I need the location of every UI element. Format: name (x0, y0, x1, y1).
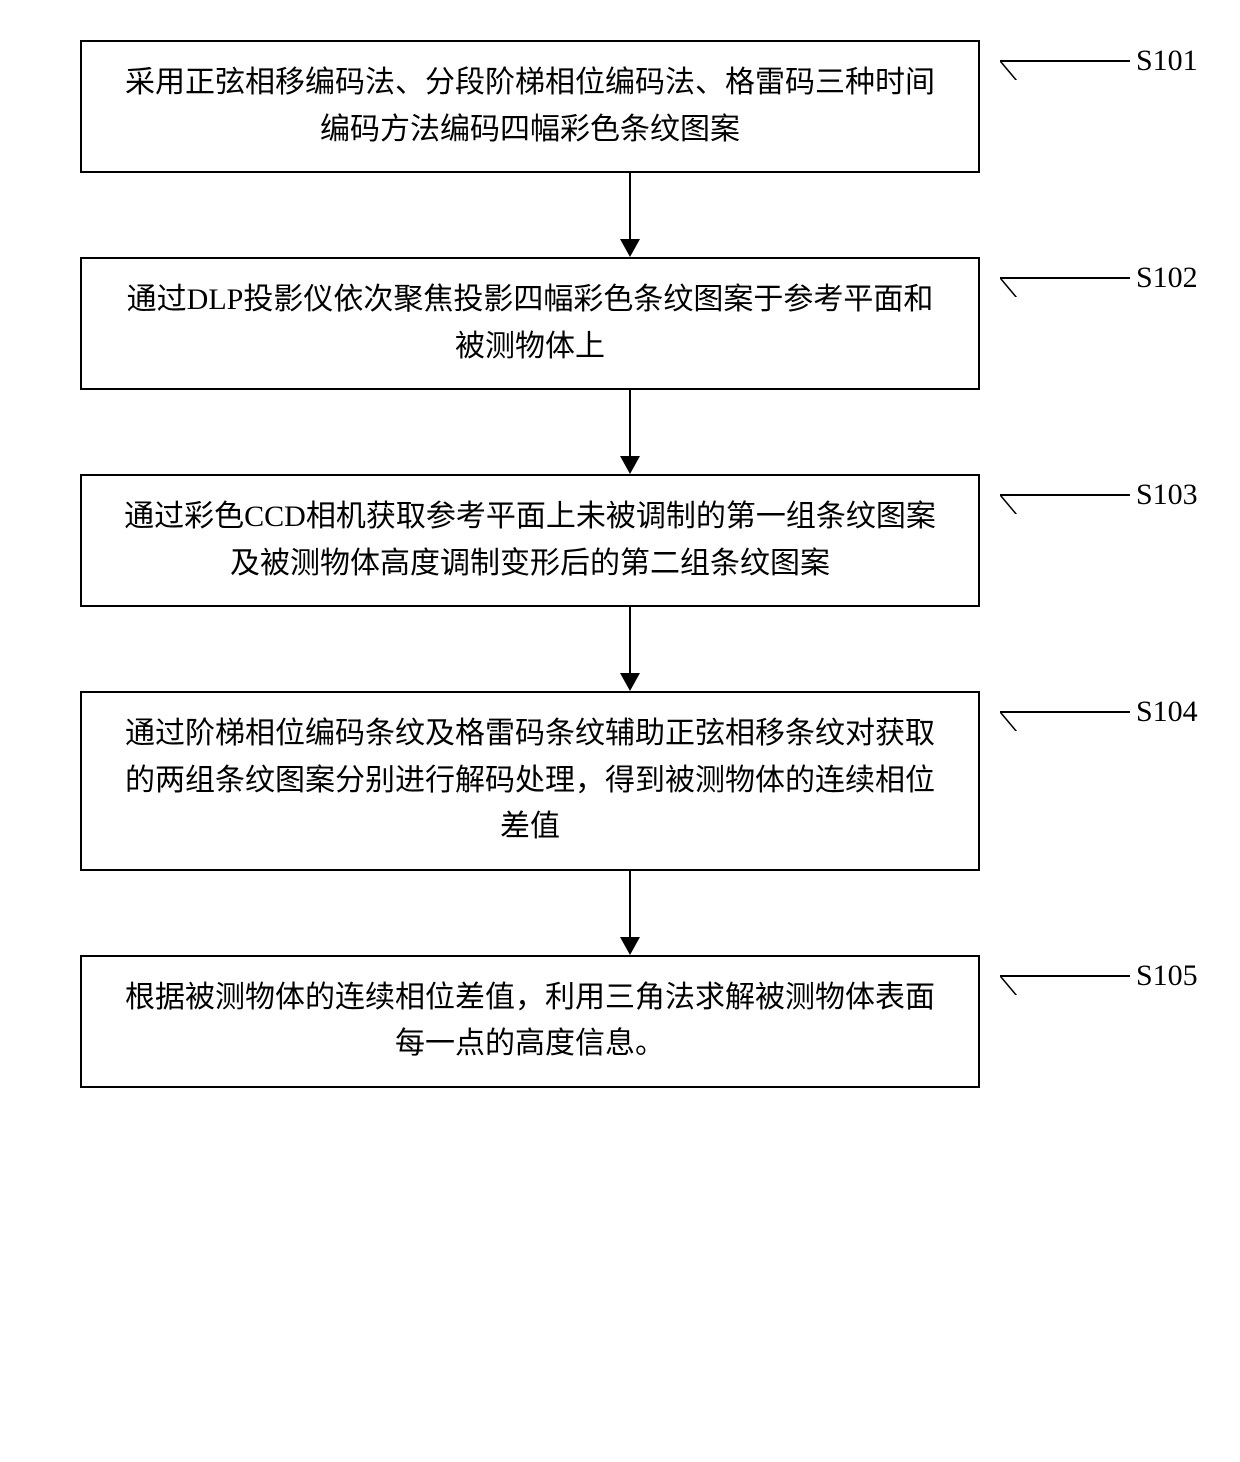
step-box-s104: 通过阶梯相位编码条纹及格雷码条纹辅助正弦相移条纹对获取的两组条纹图案分别进行解码… (80, 691, 980, 871)
step-box-s103: 通过彩色CCD相机获取参考平面上未被调制的第一组条纹图案及被测物体高度调制变形后… (80, 474, 980, 607)
step-label-s104: S104 (1136, 691, 1198, 729)
step-label-s102: S102 (1136, 257, 1198, 295)
step-box-s105: 根据被测物体的连续相位差值，利用三角法求解被测物体表面每一点的高度信息。 (80, 955, 980, 1088)
leader-line (1000, 40, 1130, 62)
step-label-wrap: S103 (1000, 474, 1198, 514)
step-text: 通过阶梯相位编码条纹及格雷码条纹辅助正弦相移条纹对获取的两组条纹图案分别进行解码… (125, 717, 935, 843)
step-text: 采用正弦相移编码法、分段阶梯相位编码法、格雷码三种时间编码方法编码四幅彩色条纹图… (125, 66, 935, 146)
arrow-down-icon (180, 871, 1080, 955)
step-label-s103: S103 (1136, 474, 1198, 512)
step-row: 通过彩色CCD相机获取参考平面上未被调制的第一组条纹图案及被测物体高度调制变形后… (40, 474, 1180, 607)
step-box-s101: 采用正弦相移编码法、分段阶梯相位编码法、格雷码三种时间编码方法编码四幅彩色条纹图… (80, 40, 980, 173)
leader-line (1000, 955, 1130, 977)
step-box-s102: 通过DLP投影仪依次聚焦投影四幅彩色条纹图案于参考平面和被测物体上 (80, 257, 980, 390)
arrow-down-icon (180, 173, 1080, 257)
arrow-down-icon (180, 607, 1080, 691)
step-text: 通过彩色CCD相机获取参考平面上未被调制的第一组条纹图案及被测物体高度调制变形后… (124, 500, 936, 580)
step-row: 采用正弦相移编码法、分段阶梯相位编码法、格雷码三种时间编码方法编码四幅彩色条纹图… (40, 40, 1180, 173)
step-label-wrap: S102 (1000, 257, 1198, 297)
step-label-wrap: S101 (1000, 40, 1198, 80)
step-label-wrap: S104 (1000, 691, 1198, 731)
step-row: 根据被测物体的连续相位差值，利用三角法求解被测物体表面每一点的高度信息。 S10… (40, 955, 1180, 1088)
flowchart-container: 采用正弦相移编码法、分段阶梯相位编码法、格雷码三种时间编码方法编码四幅彩色条纹图… (40, 40, 1180, 1088)
step-label-s105: S105 (1136, 955, 1198, 993)
step-text: 根据被测物体的连续相位差值，利用三角法求解被测物体表面每一点的高度信息。 (125, 981, 935, 1061)
step-row: 通过阶梯相位编码条纹及格雷码条纹辅助正弦相移条纹对获取的两组条纹图案分别进行解码… (40, 691, 1180, 871)
leader-line (1000, 691, 1130, 713)
step-label-s101: S101 (1136, 40, 1198, 78)
leader-line (1000, 257, 1130, 279)
step-label-wrap: S105 (1000, 955, 1198, 995)
arrow-down-icon (180, 390, 1080, 474)
step-row: 通过DLP投影仪依次聚焦投影四幅彩色条纹图案于参考平面和被测物体上 S102 (40, 257, 1180, 390)
leader-line (1000, 474, 1130, 496)
step-text: 通过DLP投影仪依次聚焦投影四幅彩色条纹图案于参考平面和被测物体上 (127, 283, 934, 363)
